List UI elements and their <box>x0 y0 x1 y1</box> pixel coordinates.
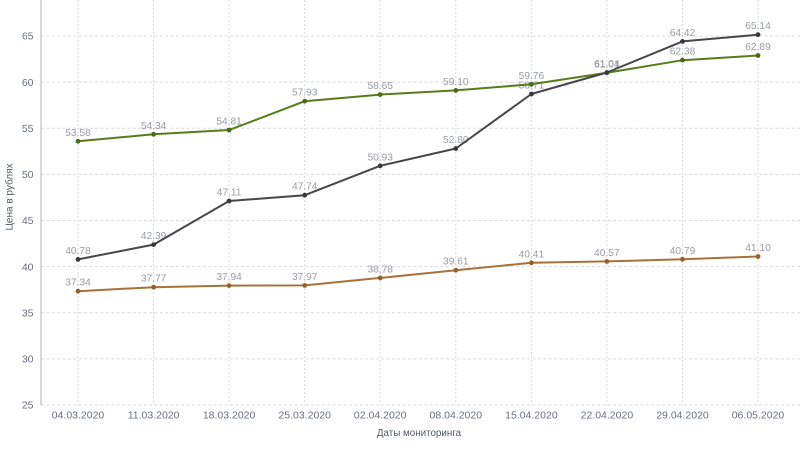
svg-text:50.93: 50.93 <box>367 152 393 163</box>
svg-text:40.57: 40.57 <box>594 248 620 259</box>
svg-text:Даты мониторинга: Даты мониторинга <box>377 428 462 439</box>
svg-text:45: 45 <box>22 215 34 227</box>
svg-text:47.74: 47.74 <box>292 182 318 193</box>
svg-text:15.04.2020: 15.04.2020 <box>505 410 558 422</box>
svg-text:30: 30 <box>22 354 34 366</box>
svg-text:04.03.2020: 04.03.2020 <box>52 410 105 422</box>
svg-text:52.80: 52.80 <box>443 135 469 146</box>
svg-text:37.94: 37.94 <box>216 272 242 283</box>
svg-text:40.78: 40.78 <box>65 246 91 257</box>
svg-text:37.34: 37.34 <box>65 278 91 289</box>
svg-text:61.01: 61.01 <box>594 59 620 70</box>
svg-text:25.03.2020: 25.03.2020 <box>278 410 331 422</box>
svg-text:58.65: 58.65 <box>367 81 393 92</box>
svg-text:40.41: 40.41 <box>519 249 545 260</box>
svg-text:39.61: 39.61 <box>443 257 469 268</box>
svg-text:64.42: 64.42 <box>670 28 696 39</box>
svg-text:50: 50 <box>22 169 34 181</box>
svg-text:55: 55 <box>22 123 34 135</box>
svg-text:47.11: 47.11 <box>217 188 242 199</box>
svg-text:40: 40 <box>22 261 34 273</box>
svg-text:41.10: 41.10 <box>745 243 771 254</box>
svg-text:59.76: 59.76 <box>519 71 545 82</box>
svg-text:53.58: 53.58 <box>65 128 91 139</box>
svg-text:06.05.2020: 06.05.2020 <box>732 410 785 422</box>
svg-text:54.34: 54.34 <box>141 121 167 132</box>
svg-text:42.39: 42.39 <box>141 231 167 242</box>
svg-text:65.14: 65.14 <box>745 21 771 32</box>
svg-text:18.03.2020: 18.03.2020 <box>203 410 256 422</box>
svg-text:62.89: 62.89 <box>745 42 771 53</box>
svg-text:11.03.2020: 11.03.2020 <box>128 410 180 422</box>
svg-text:Цена в рублях: Цена в рублях <box>4 163 16 230</box>
svg-text:65: 65 <box>22 31 34 43</box>
svg-text:02.04.2020: 02.04.2020 <box>354 410 407 422</box>
svg-text:57.93: 57.93 <box>292 88 318 99</box>
svg-text:40.79: 40.79 <box>670 246 696 257</box>
svg-text:25: 25 <box>22 400 34 412</box>
svg-text:61.04: 61.04 <box>594 59 620 70</box>
svg-text:38.78: 38.78 <box>367 264 393 275</box>
svg-text:08.04.2020: 08.04.2020 <box>430 410 483 422</box>
svg-text:35: 35 <box>22 308 34 320</box>
svg-text:22.04.2020: 22.04.2020 <box>581 410 634 422</box>
svg-text:37.77: 37.77 <box>141 274 167 285</box>
svg-text:37.97: 37.97 <box>292 272 318 283</box>
svg-text:59.10: 59.10 <box>443 77 469 88</box>
svg-text:62.38: 62.38 <box>670 47 696 58</box>
svg-text:54.81: 54.81 <box>216 117 242 128</box>
svg-text:60: 60 <box>22 77 34 89</box>
svg-text:29.04.2020: 29.04.2020 <box>656 410 709 422</box>
